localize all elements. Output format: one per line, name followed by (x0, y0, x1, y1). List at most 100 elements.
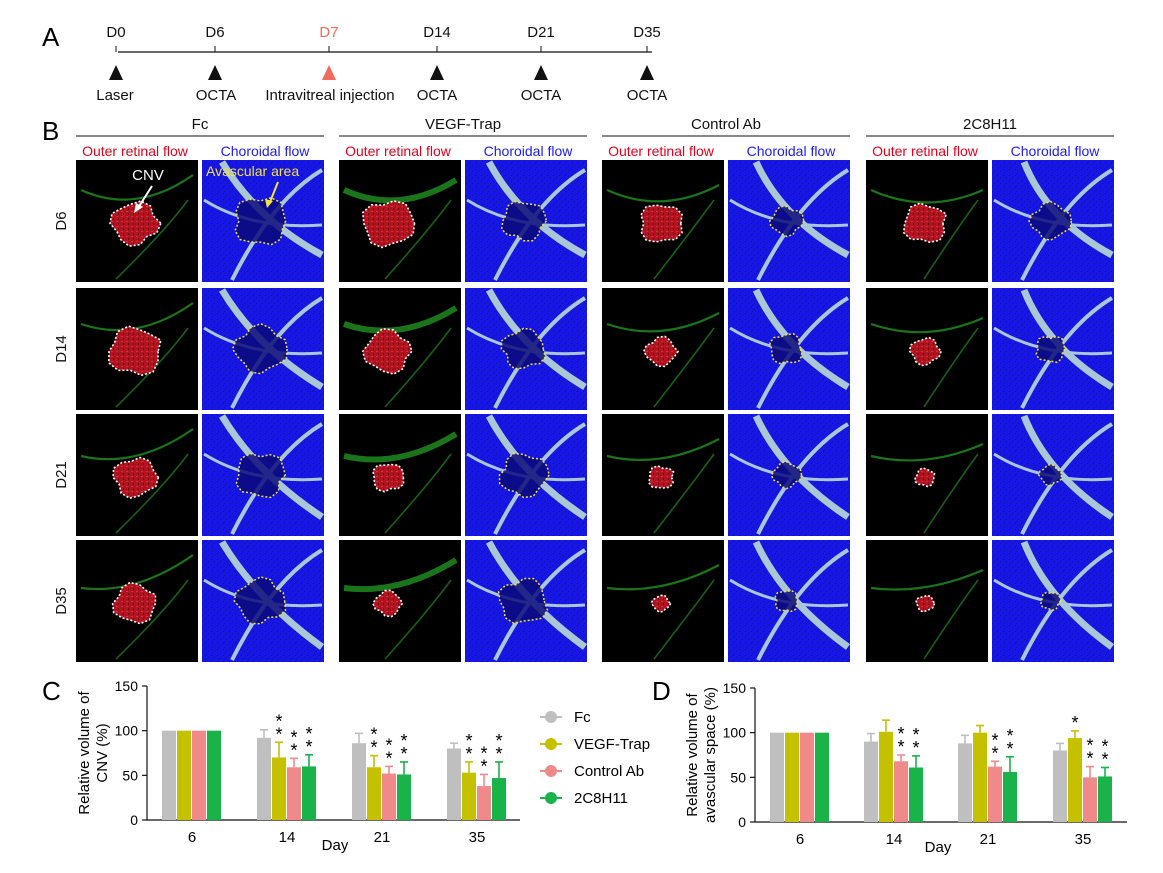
bar (272, 757, 286, 820)
bar (462, 773, 476, 820)
legend: Fc VEGF-Trap Control Ab 2C8H11 (540, 709, 650, 807)
y-axis-label: avascular space (%) (702, 687, 719, 823)
choroidal-image (992, 160, 1114, 282)
cnv-lesion (641, 205, 682, 242)
choroidal-image (728, 160, 850, 282)
legend-dot-icon (545, 792, 557, 804)
x-tick-label: 6 (188, 829, 196, 846)
avascular-area (235, 198, 285, 245)
bar (909, 768, 923, 822)
timeline-label: Intravitreal injection (265, 87, 394, 104)
y-axis-label: Relative volume of (76, 690, 93, 814)
x-tick-label: 14 (886, 831, 903, 848)
bar (177, 731, 191, 820)
y-tick-label: 0 (738, 814, 746, 830)
bar (1068, 738, 1082, 822)
subheader-choroidal: Choroidal flow (484, 143, 574, 159)
timeline-day: D21 (527, 24, 555, 41)
timeline-label: OCTA (521, 87, 562, 104)
timeline-day: D6 (205, 24, 224, 41)
choroidal-image (202, 540, 324, 662)
significance-star: * (400, 731, 407, 751)
group-title: 2C8H11 (963, 116, 1017, 133)
outer-retinal-image (339, 414, 461, 536)
cnv-annotation: CNV (132, 167, 164, 184)
bar (973, 733, 987, 822)
avascular-annotation: Avascular area (206, 163, 299, 179)
bar (477, 786, 491, 820)
legend-dot-icon (545, 738, 557, 750)
subheader-outer: Outer retinal flow (608, 143, 715, 159)
outer-retinal-image (339, 288, 461, 410)
significance-star: * (480, 743, 487, 763)
timeline-label: OCTA (417, 87, 458, 104)
legend-label: 2C8H11 (574, 790, 628, 807)
outer-retinal-image (76, 414, 198, 536)
bar (287, 767, 301, 820)
timeline-marker-icon (534, 65, 548, 80)
choroidal-image (728, 414, 850, 536)
chart-c: 050100150Relative volume ofCNV (%)614***… (76, 678, 520, 854)
bar (864, 742, 878, 822)
bar (207, 731, 221, 820)
x-axis-label: Day (322, 837, 349, 854)
timeline-day: D7 (319, 24, 338, 41)
significance-star: * (275, 711, 282, 731)
legend-label: VEGF-Trap (574, 736, 650, 753)
legend-dot-icon (545, 765, 557, 777)
timeline-label: OCTA (196, 87, 237, 104)
bar (1003, 772, 1017, 822)
y-tick-label: 0 (130, 812, 138, 828)
significance-star: * (385, 735, 392, 755)
outer-retinal-image (602, 160, 724, 282)
y-tick-label: 50 (730, 769, 746, 785)
significance-star: * (897, 724, 904, 744)
outer-retinal-image (866, 288, 988, 410)
panel-label-d: D (652, 676, 671, 706)
outer-retinal-image (339, 160, 461, 282)
outer-retinal-image (602, 414, 724, 536)
x-tick-label: 14 (279, 829, 296, 846)
subheader-choroidal: Choroidal flow (221, 143, 311, 159)
panel-label-b: B (42, 116, 59, 146)
significance-star: * (370, 725, 377, 745)
timeline-label: OCTA (627, 87, 668, 104)
choroidal-image (202, 288, 324, 410)
row-label: D35 (53, 587, 70, 615)
significance-star: * (305, 724, 312, 744)
legend-label: Fc (574, 709, 591, 726)
x-tick-label: 6 (796, 831, 804, 848)
outer-retinal-image (76, 288, 198, 410)
row-label: D14 (53, 335, 70, 363)
x-tick-label: 35 (469, 829, 486, 846)
outer-retinal-image (866, 540, 988, 662)
y-tick-label: 150 (115, 678, 139, 694)
choroidal-image (728, 288, 850, 410)
image-grid: FcOuter retinal flowChoroidal flowVEGF-T… (53, 116, 1114, 662)
bar (988, 767, 1002, 822)
significance-star: * (1086, 736, 1093, 756)
x-tick-label: 21 (980, 831, 997, 848)
timeline-day: D14 (423, 24, 451, 41)
legend-label: Control Ab (574, 763, 644, 780)
outer-retinal-image (866, 160, 988, 282)
group-title: VEGF-Trap (425, 116, 501, 133)
bar (1053, 751, 1067, 822)
outer-retinal-image (602, 288, 724, 410)
significance-star: * (465, 731, 472, 751)
timeline-marker-icon (109, 65, 123, 80)
choroidal-image (465, 160, 587, 282)
y-axis-label: Relative volume of (684, 692, 701, 816)
outer-retinal-image (602, 540, 724, 662)
subheader-choroidal: Choroidal flow (1011, 143, 1101, 159)
significance-star: * (290, 727, 297, 747)
x-tick-label: 35 (1075, 831, 1092, 848)
significance-star: * (1101, 737, 1108, 757)
choroidal-image (728, 540, 850, 662)
choroidal-image (992, 288, 1114, 410)
significance-star: * (495, 731, 502, 751)
timeline-marker-icon (322, 65, 336, 80)
bar (770, 733, 784, 822)
significance-star: * (1006, 726, 1013, 746)
bar (958, 743, 972, 822)
